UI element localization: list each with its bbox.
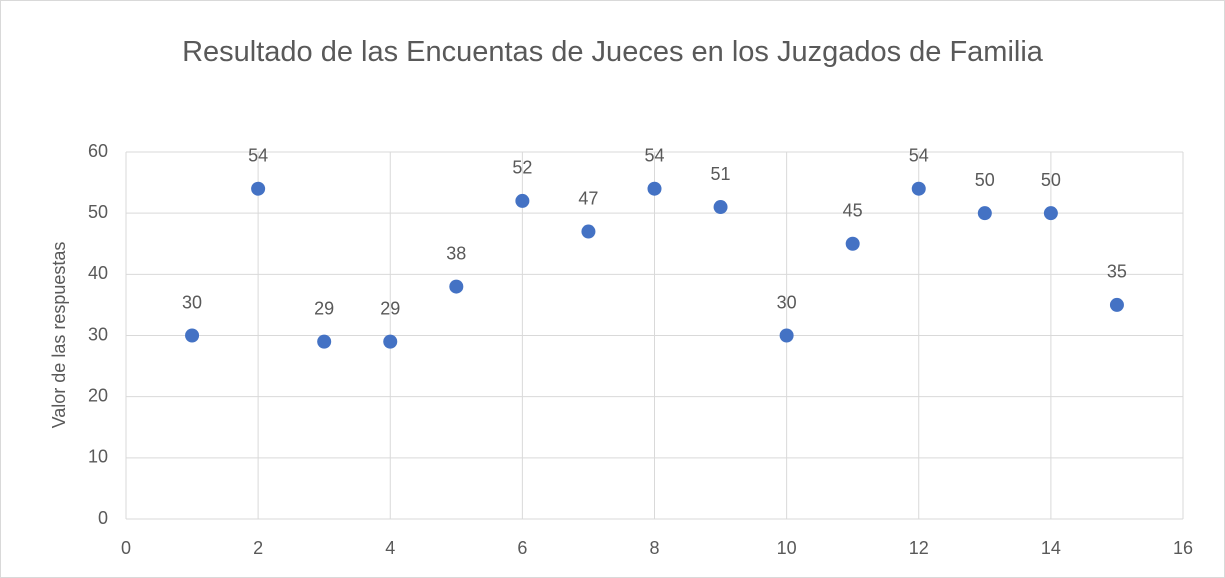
- data-point: [1043, 206, 1058, 221]
- data-point: [581, 224, 596, 239]
- x-tick-label: 0: [121, 538, 131, 558]
- y-tick-label: 40: [88, 263, 108, 283]
- y-tick-label: 0: [98, 508, 108, 528]
- y-tick-label: 20: [88, 385, 108, 405]
- y-axis-label: Valor de las respuestas: [49, 242, 69, 429]
- data-label: 54: [644, 145, 664, 165]
- data-label: 52: [512, 158, 532, 178]
- y-tick-label: 50: [88, 202, 108, 222]
- data-point: [185, 328, 200, 343]
- y-tick-label: 30: [88, 324, 108, 344]
- y-tick-label: 60: [88, 141, 108, 161]
- data-label: 50: [975, 170, 995, 190]
- x-tick-label: 8: [649, 538, 659, 558]
- data-label: 29: [314, 298, 334, 318]
- y-tick-label: 10: [88, 447, 108, 467]
- x-tick-label: 16: [1173, 538, 1193, 558]
- data-label: 35: [1107, 262, 1127, 282]
- data-point: [845, 236, 860, 251]
- x-tick-label: 12: [909, 538, 929, 558]
- data-label: 38: [446, 243, 466, 263]
- x-tick-label: 6: [517, 538, 527, 558]
- data-label: 50: [1041, 170, 1061, 190]
- data-point: [317, 334, 332, 349]
- x-tick-label: 10: [777, 538, 797, 558]
- data-label: 47: [578, 188, 598, 208]
- data-point: [449, 279, 464, 294]
- data-label: 45: [843, 201, 863, 221]
- data-point: [647, 181, 662, 196]
- data-label: 30: [777, 292, 797, 312]
- x-tick-label: 2: [253, 538, 263, 558]
- data-point: [779, 328, 794, 343]
- x-tick-label: 4: [385, 538, 395, 558]
- data-point: [713, 200, 728, 215]
- x-tick-label: 14: [1041, 538, 1061, 558]
- data-label: 30: [182, 292, 202, 312]
- data-point: [1109, 297, 1124, 312]
- chart-title: Resultado de las Encuentas de Jueces en …: [182, 36, 1043, 68]
- data-point: [977, 206, 992, 221]
- data-label: 51: [711, 164, 731, 184]
- data-point: [383, 334, 398, 349]
- data-label: 54: [909, 145, 929, 165]
- data-point: [911, 181, 926, 196]
- data-label: 29: [380, 298, 400, 318]
- data-point: [251, 181, 266, 196]
- data-point: [515, 193, 530, 208]
- data-label: 54: [248, 145, 268, 165]
